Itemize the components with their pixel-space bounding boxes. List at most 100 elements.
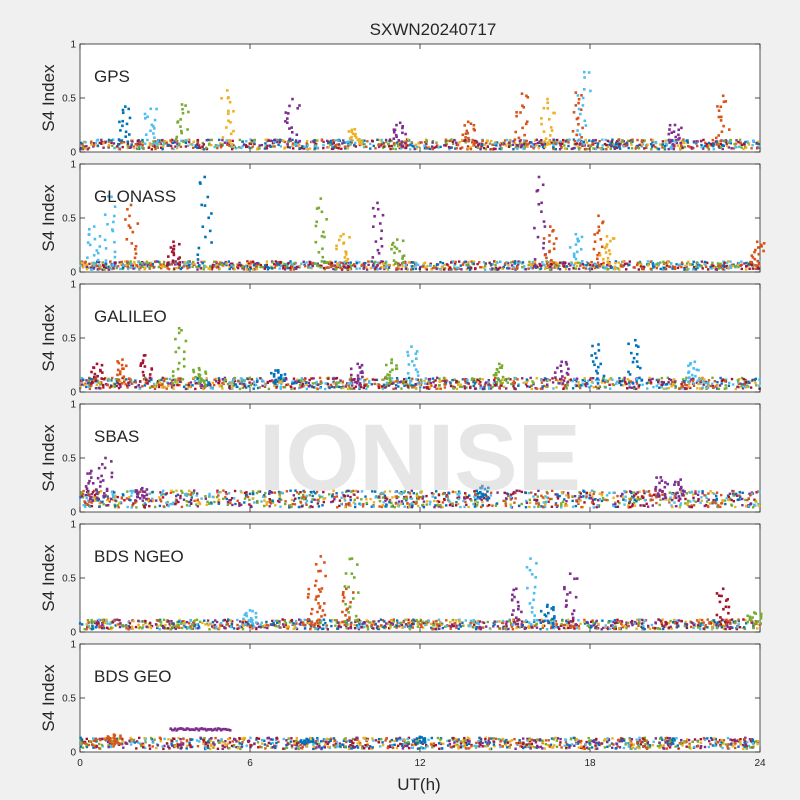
data-point [409, 497, 412, 500]
data-point [578, 133, 582, 136]
data-point [578, 495, 581, 498]
data-point [309, 505, 312, 508]
data-point [757, 252, 761, 256]
data-point [655, 147, 659, 150]
data-point [583, 490, 586, 493]
data-point [84, 382, 87, 385]
data-point [501, 375, 505, 379]
data-point [133, 260, 136, 264]
data-point [720, 502, 724, 505]
data-point [650, 494, 653, 498]
data-point [336, 262, 339, 265]
data-point [430, 384, 433, 387]
data-point [362, 262, 366, 265]
data-point [197, 246, 201, 250]
data-point [669, 382, 672, 386]
data-point [334, 143, 337, 147]
data-point [461, 133, 465, 137]
data-point [385, 381, 389, 385]
data-point [740, 267, 743, 271]
data-point [568, 378, 571, 382]
data-point [170, 250, 174, 254]
data-point [464, 141, 467, 144]
data-point [756, 265, 759, 268]
data-point [633, 491, 636, 494]
data-point [116, 504, 120, 507]
data-point [174, 145, 177, 148]
data-point [439, 503, 442, 507]
data-point [131, 504, 134, 507]
data-point [676, 144, 680, 147]
data-point [476, 146, 479, 149]
data-point [513, 142, 517, 145]
data-point [141, 385, 144, 388]
data-point [150, 367, 153, 370]
data-point [218, 267, 221, 270]
data-point [217, 382, 220, 385]
data-point [137, 383, 140, 387]
data-point [667, 132, 671, 136]
data-point-peak [124, 105, 127, 108]
data-point [491, 263, 494, 266]
data-point [682, 378, 685, 381]
data-point [472, 260, 476, 263]
data-point [554, 378, 558, 381]
data-point [87, 385, 90, 388]
data-point [163, 140, 166, 143]
data-point [396, 381, 400, 384]
data-point [167, 382, 170, 385]
data-point [564, 360, 568, 364]
data-point [343, 145, 347, 148]
data-point [435, 145, 438, 149]
data-point [577, 385, 581, 388]
data-point [669, 146, 672, 149]
data-point [355, 136, 358, 139]
data-point [583, 119, 587, 123]
data-point [574, 267, 577, 270]
data-point [104, 259, 108, 262]
data-point [191, 493, 194, 496]
panel-data-points [79, 456, 761, 509]
data-point [484, 148, 488, 151]
data-point [170, 379, 174, 382]
data-point [329, 260, 332, 263]
data-point [258, 386, 261, 389]
data-point [281, 267, 285, 270]
data-point [589, 145, 593, 148]
data-point [476, 501, 479, 504]
data-point [353, 265, 357, 268]
data-point [228, 144, 231, 147]
data-point [374, 496, 377, 499]
data-point-peak [466, 120, 470, 124]
data-point [325, 218, 328, 221]
data-point [639, 263, 642, 266]
data-point [582, 266, 585, 270]
data-point [730, 265, 733, 268]
data-point [581, 379, 584, 382]
data-point [649, 267, 653, 271]
data-point [520, 502, 523, 506]
data-point [84, 141, 87, 144]
data-point [635, 360, 639, 363]
data-point [162, 505, 165, 508]
data-point-peak [180, 103, 184, 106]
data-point [280, 373, 283, 377]
data-point [385, 503, 388, 506]
data-point [342, 139, 345, 142]
data-point [231, 503, 234, 507]
data-point [113, 147, 116, 150]
data-point [662, 381, 665, 384]
data-point [441, 501, 445, 504]
data-point [730, 504, 734, 507]
data-point [670, 385, 673, 388]
data-point [383, 494, 387, 497]
data-point [94, 377, 98, 380]
data-point [703, 378, 706, 381]
data-point [216, 489, 219, 492]
data-point [686, 503, 689, 507]
data-point [315, 207, 319, 210]
data-point [632, 501, 636, 504]
data-point [512, 140, 515, 143]
data-point [107, 497, 110, 500]
data-point [433, 499, 436, 503]
